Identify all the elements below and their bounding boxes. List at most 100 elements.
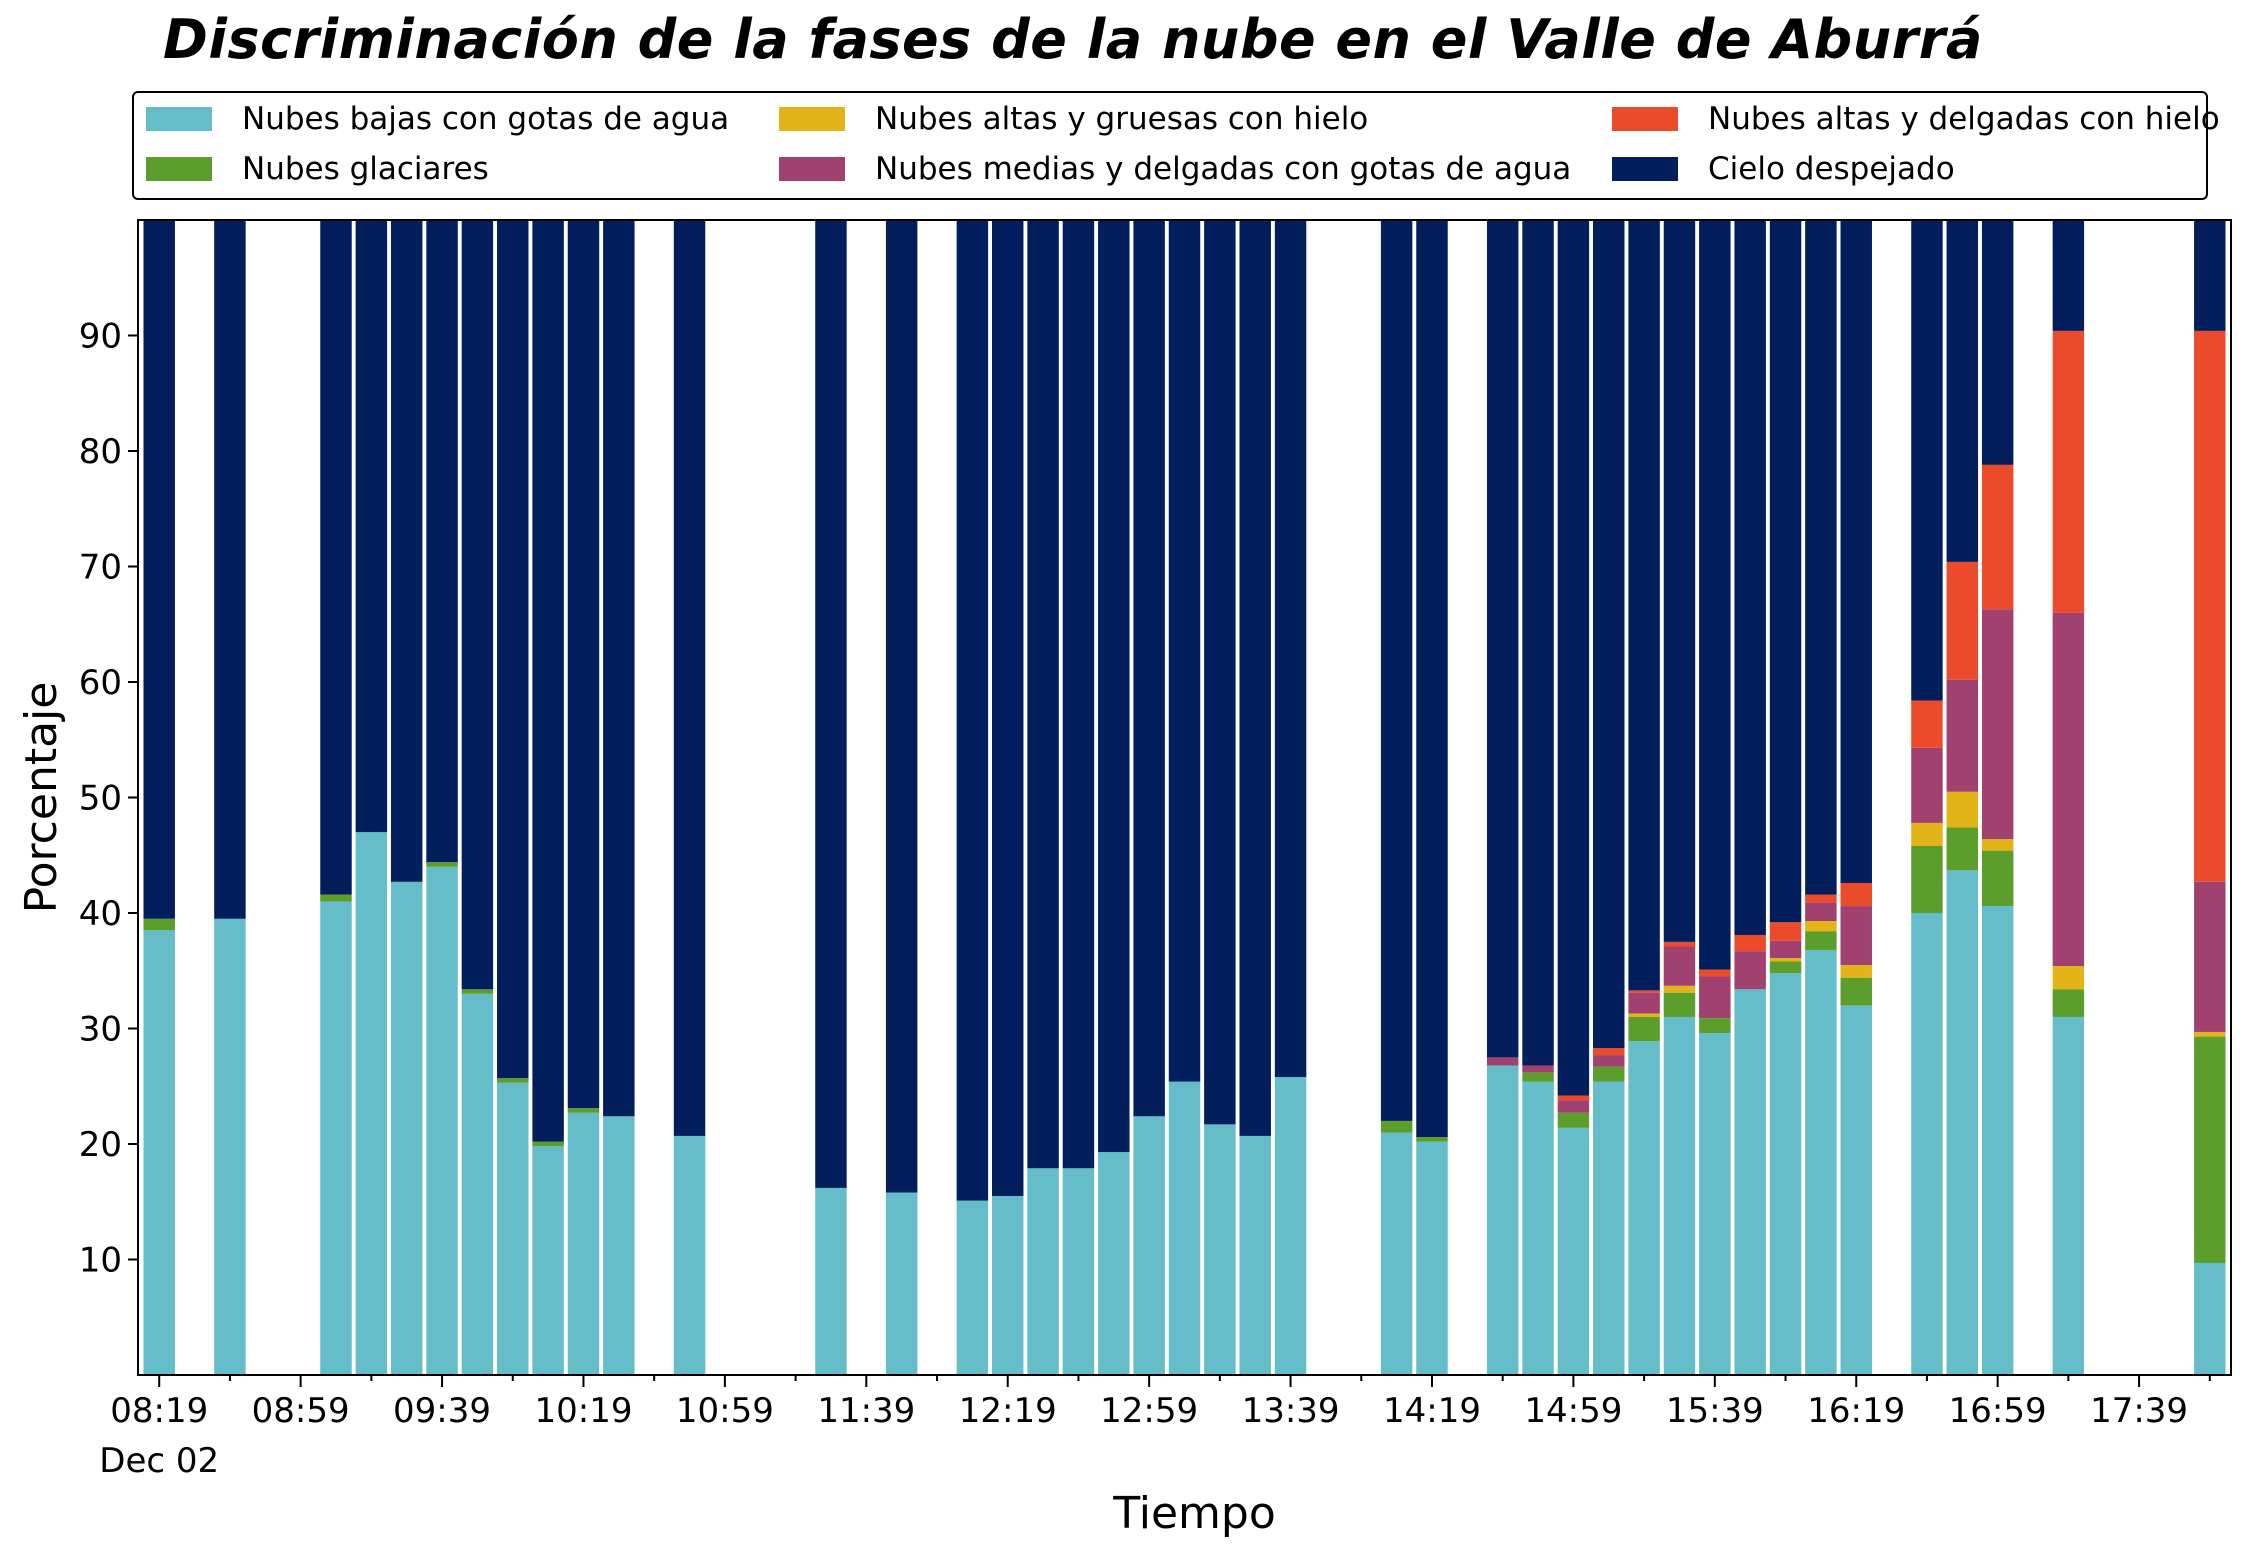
bar-segment bbox=[143, 220, 175, 919]
bar-segment bbox=[567, 220, 600, 1109]
legend-item: Nubes glaciares bbox=[146, 149, 489, 189]
legend-swatch bbox=[779, 107, 845, 131]
bar-segment bbox=[390, 881, 423, 1375]
legend-item: Nubes altas y gruesas con hielo bbox=[779, 99, 1368, 139]
bar-segment bbox=[461, 993, 494, 1375]
bar-segment bbox=[1699, 1018, 1731, 1034]
bar-segment bbox=[1557, 1127, 1590, 1375]
bar-segment bbox=[1204, 1124, 1236, 1375]
bar-segment bbox=[1204, 220, 1236, 1125]
bar-segment bbox=[461, 989, 494, 994]
legend-label: Cielo despejado bbox=[1708, 151, 1955, 187]
x-tick-label: 13:39 bbox=[1242, 1391, 1340, 1431]
bar-segment bbox=[2052, 612, 2085, 967]
bar-segment bbox=[1981, 906, 2014, 1375]
bar-segment bbox=[1769, 973, 1802, 1375]
bar-segment bbox=[532, 1141, 564, 1147]
bar-segment bbox=[1769, 220, 1802, 923]
legend-swatch bbox=[146, 157, 212, 181]
legend-label: Nubes medias y delgadas con gotas de agu… bbox=[875, 151, 1572, 187]
bar-segment bbox=[1274, 1077, 1307, 1375]
bar-segment bbox=[1663, 985, 1696, 993]
bar-segment bbox=[532, 220, 564, 1142]
bar-segment bbox=[1486, 1057, 1519, 1066]
legend-label: Nubes altas y gruesas con hielo bbox=[875, 101, 1369, 137]
bar-segment bbox=[1911, 747, 1943, 823]
legend-swatch bbox=[146, 107, 212, 131]
bar-segment bbox=[1593, 220, 1625, 1049]
bar-segment bbox=[1557, 1112, 1590, 1128]
bar-segment bbox=[461, 220, 494, 990]
bar-segment bbox=[1840, 906, 1872, 965]
bar-segment bbox=[991, 1195, 1024, 1375]
bar-segment bbox=[1133, 1116, 1165, 1375]
bar-segment bbox=[1805, 931, 1837, 950]
x-tick-label: 09:39 bbox=[393, 1391, 491, 1431]
bar-segment bbox=[603, 1116, 635, 1375]
bar-segment bbox=[1628, 1016, 1660, 1042]
x-tick-label: 08:59 bbox=[252, 1391, 350, 1431]
bar-segment bbox=[1805, 894, 1837, 903]
bar-segment bbox=[1486, 1065, 1519, 1375]
bar-segment bbox=[1628, 992, 1660, 1014]
x-tick-label: 16:59 bbox=[1949, 1391, 2047, 1431]
bar-segment bbox=[1098, 1152, 1130, 1375]
bar-segment bbox=[1663, 946, 1696, 986]
bar-segment bbox=[1062, 220, 1095, 1169]
bar-segment bbox=[1416, 220, 1448, 1138]
bar-segment bbox=[143, 930, 175, 1375]
bar-segment bbox=[2194, 220, 2226, 331]
bar-segment bbox=[1946, 791, 1979, 828]
bars-group bbox=[143, 220, 2226, 1375]
bar-segment bbox=[1699, 1033, 1731, 1375]
x-tick-label: 11:39 bbox=[817, 1391, 915, 1431]
bar-segment bbox=[1593, 1066, 1625, 1082]
bar-segment bbox=[426, 862, 458, 867]
bar-segment bbox=[1734, 951, 1766, 990]
bar-segment bbox=[1981, 220, 2014, 465]
bar-segment bbox=[1981, 464, 2014, 610]
x-tick-label: 12:59 bbox=[1100, 1391, 1198, 1431]
bar-segment bbox=[1840, 220, 1872, 883]
bar-segment bbox=[673, 1135, 706, 1375]
bar-segment bbox=[1805, 220, 1837, 895]
x-tick-label: 08:19 bbox=[110, 1391, 208, 1431]
bar-segment bbox=[1522, 1065, 1554, 1073]
x-tick-label: 16:19 bbox=[1807, 1391, 1905, 1431]
bar-segment bbox=[1133, 220, 1165, 1117]
legend-swatch bbox=[1612, 107, 1678, 131]
bar-segment bbox=[1593, 1048, 1625, 1056]
bar-segment bbox=[1557, 220, 1590, 1096]
bar-segment bbox=[1946, 870, 1979, 1375]
bar-segment bbox=[1769, 961, 1802, 974]
y-tick-label: 80 bbox=[79, 432, 122, 472]
y-tick-label: 20 bbox=[79, 1125, 122, 1165]
x-tick-label: 14:59 bbox=[1524, 1391, 1622, 1431]
bar-segment bbox=[1946, 220, 1979, 562]
bar-segment bbox=[1593, 1081, 1625, 1375]
bar-segment bbox=[1981, 609, 2014, 840]
bar-segment bbox=[2194, 1031, 2226, 1037]
bar-segment bbox=[214, 220, 246, 919]
bar-segment bbox=[1734, 934, 1766, 952]
bar-segment bbox=[1062, 1168, 1095, 1375]
bar-segment bbox=[956, 1200, 989, 1375]
bar-segment bbox=[885, 1192, 918, 1375]
bar-segment bbox=[1380, 1132, 1413, 1375]
bar-segment bbox=[1486, 220, 1519, 1058]
bar-segment bbox=[815, 220, 847, 1188]
bar-segment bbox=[2194, 881, 2226, 1032]
bar-segment bbox=[1628, 990, 1660, 993]
bar-segment bbox=[1911, 700, 1943, 748]
bar-segment bbox=[1027, 220, 1059, 1169]
bar-segment bbox=[815, 1187, 847, 1375]
bar-segment bbox=[497, 1078, 529, 1083]
x-axis-title: Tiempo bbox=[1112, 1488, 1276, 1539]
bar-segment bbox=[497, 1082, 529, 1375]
bar-segment bbox=[1911, 846, 1943, 913]
bar-segment bbox=[1628, 1013, 1660, 1017]
bar-segment bbox=[1522, 1081, 1554, 1375]
legend-item: Nubes altas y delgadas con hielo bbox=[1612, 99, 2220, 139]
bar-segment bbox=[1557, 1100, 1590, 1113]
